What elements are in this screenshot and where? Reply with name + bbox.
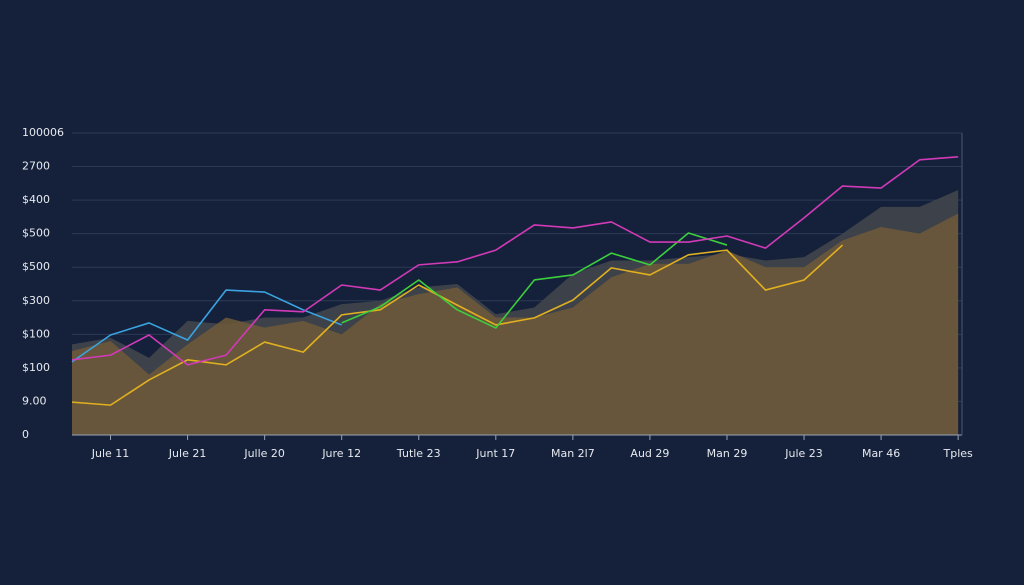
x-tick-label: Man 2l7 — [551, 447, 595, 460]
y-tick-label: 9.00 — [22, 394, 47, 407]
y-tick-label: $100 — [22, 361, 50, 374]
line — [71, 156, 959, 366]
x-tick-label: Jure 12 — [321, 447, 361, 460]
x-tick-label: Jule 23 — [784, 447, 823, 460]
y-tick-label: $500 — [22, 227, 50, 240]
x-tick-label: Aud 29 — [630, 447, 669, 460]
y-tick-label: $500 — [22, 260, 50, 273]
y-tick-label: 2700 — [22, 160, 50, 173]
x-tick-label: Tutle 23 — [396, 447, 441, 460]
x-tick-label: Julle 20 — [243, 447, 285, 460]
x-tick-label: Tples — [943, 447, 974, 460]
x-tick-label: Mar 46 — [862, 447, 900, 460]
y-tick-label: 0 — [22, 428, 29, 441]
y-tick-label: 100006 — [22, 126, 64, 139]
x-tick-label: Junt 17 — [475, 447, 515, 460]
x-tick-label: Man 29 — [707, 447, 748, 460]
x-tick-label: Jule 11 — [91, 447, 130, 460]
x-tick-label: Jule 21 — [168, 447, 207, 460]
y-tick-label: $400 — [22, 193, 50, 206]
y-tick-label: $300 — [22, 294, 50, 307]
line — [341, 232, 728, 329]
area — [72, 213, 959, 435]
line — [71, 289, 342, 363]
y-tick-label: $100 — [22, 327, 50, 340]
